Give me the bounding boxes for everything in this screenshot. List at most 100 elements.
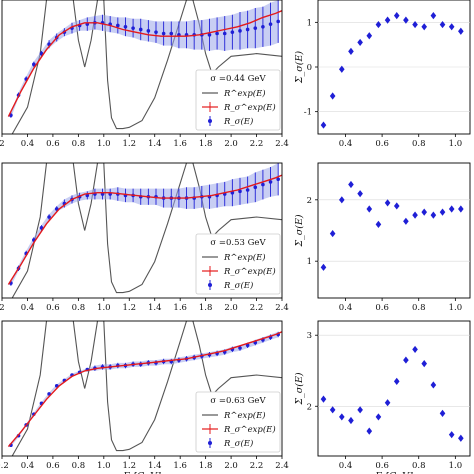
panel-1-rsigma-point [238,29,242,33]
panel-2-sigma-point [357,190,363,198]
panel-2-rsigma-point [268,180,273,184]
panel-2-xtick-label: 0.6 [46,303,60,313]
panel-1-side-plot: -1 0 1 0.4 0.6 0.8 1.0 Σ_σ(E) [294,0,471,149]
panel-2-side-plot: 1 2 0.4 0.6 0.8 1.0 Σ_σ(E) [294,162,471,313]
panel-2-sigma-point [439,208,446,216]
panel-3-xtick-label: 1.6 [173,461,187,471]
panel-1-rsigma-point [161,31,166,36]
panel-3-legend-sigma: σ =0.63 GeV [210,396,266,406]
panel-3-plot-area [7,321,282,456]
panel-1-rsigma-point [261,25,265,29]
panel-2-legend-box [195,233,281,295]
panel-2-sigma-point [329,229,336,238]
panel-3-xtick-label: 2.4 [275,461,289,471]
panel-2-side-ylabel: Σ_σ(E) [294,214,305,248]
panel-1-rsigma-point [245,27,250,32]
panel-1-xtick-label: 1.8 [199,139,213,149]
panel-1-xtick-label: 0.4 [21,139,35,149]
panel-1-sigma-point [448,23,455,31]
panel-3-xtick-label: 1.4 [148,461,162,471]
panel-2-side-xtick-label: 0.8 [412,303,426,313]
panel-3-sigma-point [320,395,327,403]
panel-1-rsigma-point [230,30,235,34]
panel-1-xtick-label: 1.2 [123,139,137,149]
panel-1-xtick-label: 1.6 [173,139,187,149]
panel-3-sigma-point [348,416,354,425]
panel-2-rsigma-point [261,182,265,187]
panel-1-sigma-point [393,12,400,20]
panel-1-side-ylabel: Σ_σ(E) [294,51,305,85]
panel-1-rsigma-point [116,23,120,28]
panel-1-rsigma-point [131,26,135,30]
panel-2-rsigma-point [238,189,242,194]
panel-3-legend-box [195,391,281,453]
panel-3-sigma-point [403,356,409,364]
panel-1-sigma-point [458,27,464,35]
panel-3-sigma-point [393,377,400,385]
panel-1-sigma-point [421,23,428,31]
panel-1-main-plot: 2 0.4 0.6 0.8 1.0 1.2 1.4 1.6 1.8 2.0 2.2 2.4 σ =0.4… [0,0,289,149]
panel-1-sigma-point [430,12,437,20]
panel-2-side-xtick-label: 1.0 [449,303,463,313]
panel-3-xtick-label: 0.2 [0,461,9,471]
panel-3-legend-rsig-label: R_σ(E) [223,438,253,449]
panel-3-sigma-point [357,406,363,414]
panel-2-rsigma-point [245,188,250,192]
panel-3-rsigma-point [238,346,242,350]
panel-1-side-ytick-label: 1 [307,18,312,28]
panel-3-legend: σ =0.63 GeV R^exp(E) R_σ^exp(E) R_σ(E) [195,391,281,453]
panel-1-rsigma-point [215,31,219,36]
panel-2-plot-area [7,163,282,298]
panel-2-legend-rsig-label: R_σ(E) [223,280,253,291]
panel-1-legend-rexp-label: R^exp(E) [223,88,266,99]
panel-3-xlabel: E [GeV] [122,471,161,474]
panel-3-sigma-point [339,413,345,421]
panel-1-rsigma-point [169,31,174,36]
panel-1-legend-box [195,69,281,131]
panel-1-legend-rsigexp-label: R_σ^exp(E) [223,102,276,113]
panel-3-sigma-point [366,427,373,435]
panel-2-sigma-point [375,220,382,228]
panel-1-main-frame [1,0,283,135]
panel-2-xtick-label: 1.6 [173,303,187,313]
panel-1-rsigma-band [10,0,279,118]
panel-2-legend: σ =0.53 GeV R^exp(E) R_σ^exp(E) R_σ(E) [195,233,281,295]
panel-1-rexp-line [11,0,282,134]
panel-1-sigma-point [412,20,418,29]
panel-3-legend-rsigexp-label: R_σ^exp(E) [223,424,276,435]
panel-2-sigma-point [348,180,354,189]
panel-3-side-plot: 2 3 0.4 0.6 0.8 1.0 Σ_σ(E) E [GeV] [294,320,471,474]
panel-1-xtick-label: 0.8 [72,139,86,149]
panel-2-sigma-point [320,263,327,271]
panel-1-rsigma-point [207,33,212,37]
panel-1-rsigma-exp-line [7,10,282,117]
panel-1-sigma-point [366,32,373,40]
panel-2-rsigma-point [276,177,280,181]
panel-3-side-xtick-label: 1.0 [449,461,463,471]
panel-2-sigma-point [384,199,391,207]
panel-1-rsigma-point [222,31,227,36]
panel-3-xtick-label: 1.8 [199,461,213,471]
panel-2-sigma-point [430,211,437,219]
panel-2-side-ytick-label: 1 [307,257,312,267]
panel-3-sigma-point [375,413,382,421]
panel-1-xtick-label: 2.0 [224,139,238,149]
panel-1-xtick-label: 1.0 [97,139,111,149]
panel-1-side-ytick-label: -1 [304,108,312,118]
panel-1-sigma-point [329,92,336,100]
panel-2-legend-rsigexp-label: R_σ^exp(E) [223,266,276,277]
panel-1-sigma-point [320,121,327,129]
panel-2-legend-sigma: σ =0.53 GeV [210,238,266,248]
panel-1-xtick-label: 2 [0,139,5,149]
panel-1-sigma-point [384,16,391,24]
panel-3-side-ytick-label: 3 [307,331,312,341]
panel-1-rsigma-point [123,25,128,29]
panel-2-rsigma-exp-line [7,174,282,285]
panel-2-main-plot: 2 0.4 0.6 0.8 1.0 1.2 1.4 1.6 1.8 2.0 2.2 2.4 σ =0.5… [0,162,289,313]
panel-3-xtick-label: 0.8 [72,461,86,471]
panel-1-side-xtick-label: 0.6 [375,139,389,149]
panel-2-side-xtick-label: 0.4 [339,303,353,313]
panel-3-rexp-line [11,321,282,456]
panel-3-xtick-label: 1.2 [123,461,137,471]
